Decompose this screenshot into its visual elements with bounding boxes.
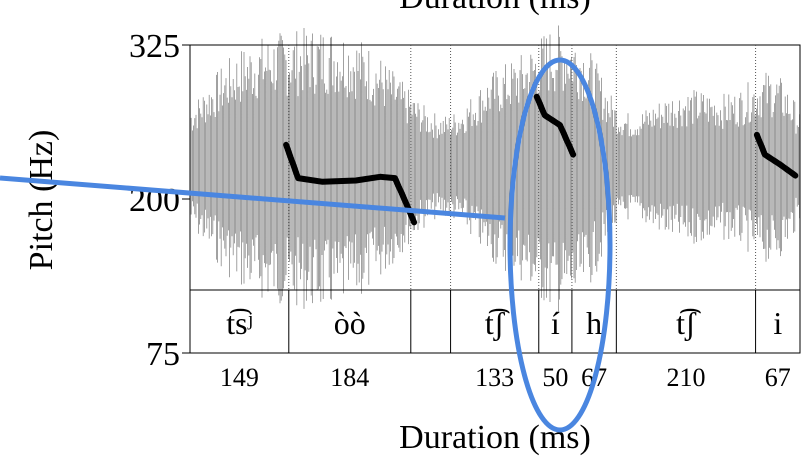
segment-duration: 133 <box>475 363 514 392</box>
segment-duration: 67 <box>765 363 791 392</box>
x-axis-label: Duration (ms) <box>399 419 591 456</box>
segment-duration: 210 <box>666 363 705 392</box>
segment-label: òò <box>334 305 366 341</box>
y-axis-label: Pitch (Hz) <box>23 130 60 271</box>
segment-duration: 149 <box>220 363 259 392</box>
segment-duration: 184 <box>330 363 369 392</box>
y-tick-label: 325 <box>129 28 180 65</box>
waveform <box>189 25 800 312</box>
segment-label: í <box>551 305 560 341</box>
segment-label: t͡sʲ <box>226 305 252 341</box>
segment-label: t͡ʃ <box>676 305 702 341</box>
segment-duration: 50 <box>542 363 568 392</box>
waveform-trace <box>189 25 800 312</box>
segment-duration: 67 <box>581 363 607 392</box>
y-tick-label: 75 <box>146 336 180 373</box>
segment-label: i <box>773 305 782 341</box>
segment-label: t͡ʃ <box>485 305 511 341</box>
y-tick-label: 200 <box>129 182 180 219</box>
segment-label: h <box>586 305 602 341</box>
chart-title: Duration (ms) <box>399 0 591 16</box>
